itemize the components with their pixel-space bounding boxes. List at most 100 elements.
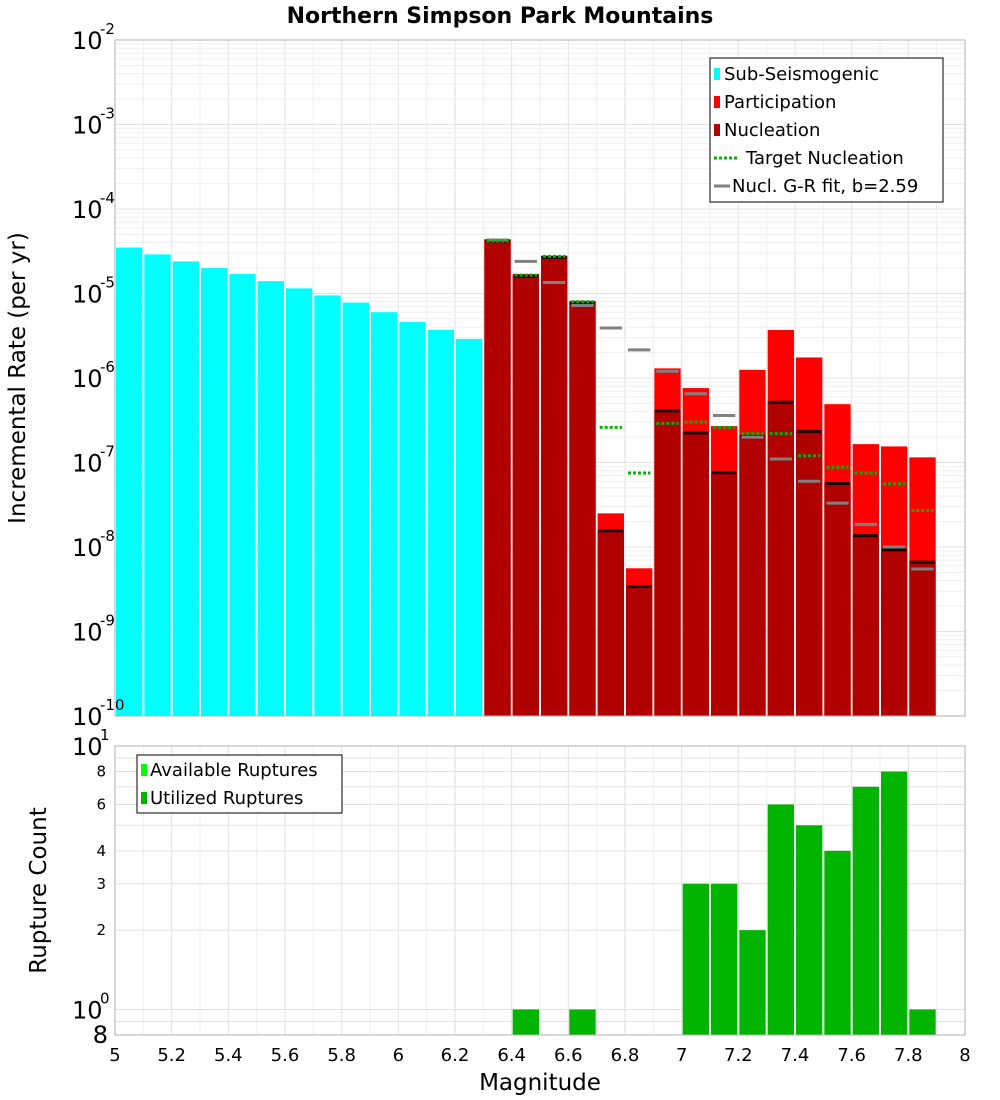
- rupture-count-bar: [711, 883, 738, 1035]
- x-tick-label: 7.2: [724, 1045, 753, 1066]
- top-y-tick-base: 10: [72, 450, 103, 478]
- x-tick-label: 6.2: [441, 1045, 470, 1066]
- sub-seismogenic-bar: [229, 274, 256, 716]
- rupture-count-bar: [909, 1009, 936, 1035]
- nucleation-bar: [739, 435, 766, 716]
- bottom-y-axis-label: Rupture Count: [26, 807, 52, 973]
- x-tick-label: 5.8: [327, 1045, 356, 1066]
- x-tick-label: 5.2: [157, 1045, 186, 1066]
- top-legend-box: [709, 57, 944, 203]
- nucleation-bar: [569, 302, 596, 716]
- legend-label-utilized-ruptures: Utilized Ruptures: [150, 788, 303, 809]
- top-y-tick-base: 10: [72, 619, 103, 647]
- bottom-y-decade-base: 10: [72, 996, 103, 1024]
- sub-seismogenic-bar: [314, 295, 341, 716]
- nucleation-bar: [824, 482, 851, 716]
- sub-seismogenic-bar: [371, 312, 398, 716]
- top-y-tick-base: 10: [72, 112, 103, 140]
- legend-label-sub-seismogenic: Sub-Seismogenic: [724, 64, 879, 85]
- top-plot-area: [114, 39, 966, 717]
- legend-label-target-nucleation: Target Nucleation: [745, 148, 904, 169]
- x-tick-label: 5: [109, 1045, 120, 1066]
- sub-seismogenic-bar: [456, 338, 483, 716]
- top-y-tick-exponent: -9: [100, 612, 115, 630]
- legend-label-participation: Participation: [724, 92, 836, 113]
- bottom-y-tick-label: 4: [96, 842, 106, 860]
- x-tick-label: 6.4: [497, 1045, 526, 1066]
- top-y-tick-base: 10: [72, 27, 103, 55]
- bottom-plot-frame: [114, 745, 966, 1036]
- top-legend: Sub-Seismogenic Participation Nucleation Ta…: [709, 57, 944, 203]
- bottom-legend-box: [136, 754, 343, 814]
- sub-seismogenic-bar: [172, 261, 199, 716]
- rupture-count-bar: [824, 850, 851, 1035]
- top-y-tick-exponent: -10: [100, 696, 125, 714]
- bottom-legend: Available Ruptures Utilized Ruptures: [136, 754, 343, 814]
- top-y-tick-base: 10: [72, 281, 103, 309]
- rupture-count-bar: [767, 804, 794, 1035]
- bottom-y-tick-label: 8: [96, 763, 106, 781]
- nucleation-bar: [682, 431, 709, 716]
- x-tick-label: 7: [676, 1045, 687, 1066]
- bottom-y-decade-exponent: 1: [100, 726, 110, 744]
- x-tick-label: 6.6: [554, 1045, 583, 1066]
- nucleation-bar: [484, 239, 511, 716]
- sub-seismogenic-bar: [427, 329, 454, 716]
- nucleation-bar: [541, 256, 568, 716]
- top-y-tick-base: 10: [72, 703, 103, 731]
- nucleation-bar: [654, 409, 681, 716]
- bottom-plot-area: [114, 745, 966, 1036]
- rupture-count-bar: [739, 930, 766, 1035]
- chart-title: Northern Simpson Park Mountains: [287, 4, 714, 29]
- top-y-tick-exponent: -7: [100, 443, 115, 461]
- legend-swatch-nucleation: [714, 124, 720, 136]
- sub-seismogenic-bar: [144, 254, 171, 716]
- top-y-tick-exponent: -3: [100, 105, 115, 123]
- top-y-tick-base: 10: [72, 365, 103, 393]
- rupture-count-bar: [796, 825, 823, 1035]
- top-y-tick-exponent: -4: [100, 189, 115, 207]
- nucleation-bar: [512, 275, 539, 716]
- rupture-count-bar: [512, 1009, 539, 1035]
- x-tick-label: 6: [393, 1045, 404, 1066]
- x-tick-label: 7.8: [894, 1045, 923, 1066]
- nucleation-bar: [711, 471, 738, 716]
- top-y-tick-exponent: -2: [100, 20, 115, 38]
- rupture-count-bar: [852, 786, 879, 1035]
- x-tick-label: 6.8: [611, 1045, 640, 1066]
- x-axis-label: Magnitude: [479, 1070, 601, 1096]
- top-y-axis-label: Incremental Rate (per yr): [5, 232, 31, 524]
- rupture-count-bar: [682, 883, 709, 1035]
- sub-seismogenic-bar: [257, 281, 284, 716]
- nucleation-bar: [909, 561, 936, 716]
- legend-swatch-participation: [714, 96, 720, 108]
- legend-label-available-ruptures: Available Ruptures: [150, 760, 318, 781]
- legend-swatch-available-ruptures: [141, 764, 147, 776]
- bottom-axis-ticks: 5 5.2 5.4 5.6 5.8 6 6.2 6.4 6.6 6.8 7 7.2 7.4 7.6 7.8 8…: [72, 726, 971, 1066]
- bottom-y-tick-label: 2: [96, 921, 106, 939]
- sub-seismogenic-bar: [116, 247, 143, 716]
- x-tick-label: 8: [959, 1045, 970, 1066]
- nucleation-bar: [626, 585, 653, 716]
- bottom-y-tick-label: 6: [96, 795, 106, 813]
- legend-label-gr-fit: Nucl. G-R fit, b=2.59: [732, 176, 918, 197]
- nucleation-bar: [767, 401, 794, 716]
- nucleation-bar: [597, 529, 624, 716]
- legend-swatch-utilized-ruptures: [141, 792, 147, 804]
- top-y-tick-base: 10: [72, 534, 103, 562]
- x-tick-label: 5.6: [271, 1045, 300, 1066]
- legend-swatch-sub-seismogenic: [714, 68, 720, 80]
- nucleation-bar: [796, 430, 823, 716]
- sub-seismogenic-bar: [201, 268, 228, 716]
- rupture-count-bar: [881, 771, 908, 1035]
- legend-label-nucleation: Nucleation: [724, 120, 820, 141]
- bottom-y-tick-label: 3: [96, 875, 106, 893]
- rupture-count-bar: [569, 1009, 596, 1035]
- x-tick-label: 7.4: [781, 1045, 810, 1066]
- bottom-y-decade-base: 10: [72, 733, 103, 761]
- top-plot-frame: [114, 39, 966, 717]
- sub-seismogenic-bar: [399, 321, 426, 716]
- sub-seismogenic-bar: [342, 302, 369, 716]
